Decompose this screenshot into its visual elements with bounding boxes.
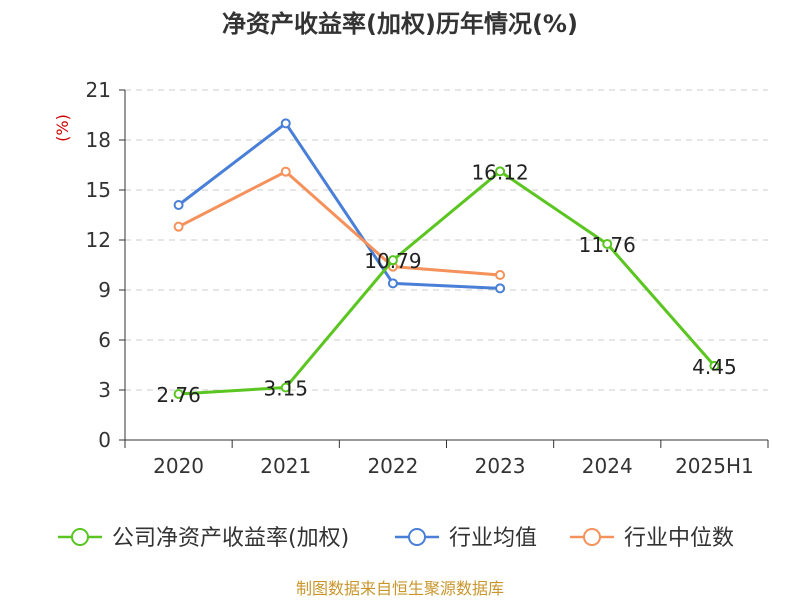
data-label: 2.76 (156, 383, 201, 407)
data-point (173, 221, 184, 232)
y-tick-label: 18 (86, 128, 111, 152)
y-tick-label: 15 (86, 178, 111, 202)
legend-label: 行业中位数 (624, 526, 734, 551)
data-point (602, 239, 613, 249)
data-point (387, 278, 398, 289)
chart-title: 净资产收益率(加权)历年情况(%) (222, 10, 578, 38)
data-point (709, 360, 720, 371)
legend-label: 公司净资产收益率(加权) (112, 526, 349, 551)
data-point (280, 166, 291, 177)
y-tick-label: 3 (98, 378, 111, 402)
y-tick-label: 12 (86, 228, 111, 252)
axes: 0 3 6 9 12 15 18 21 2020 2021 2022 2023 2024 2025H1 (86, 78, 769, 478)
data-point (495, 283, 506, 294)
data-labels: 2.76 3.15 10.79 16.12 11.76 4.45 (156, 160, 736, 407)
data-label: 10.79 (364, 249, 421, 273)
data-label: 11.76 (579, 233, 636, 257)
x-tick-label: 2025H1 (675, 454, 754, 478)
data-point (173, 200, 184, 210)
legend-item-0: 公司净资产收益率(加权) (58, 526, 349, 551)
x-tick-label: 2021 (260, 454, 311, 478)
data-label: 3.15 (263, 377, 308, 401)
grid-lines (125, 89, 768, 391)
legend-swatch-marker (71, 528, 89, 546)
series-1 (173, 118, 506, 294)
data-point (173, 389, 184, 399)
series-line (177, 170, 501, 277)
data-point (495, 166, 506, 177)
x-tick-label: 2024 (582, 454, 633, 478)
y-tick-label: 21 (86, 78, 111, 102)
data-label: 4.45 (692, 355, 737, 379)
legend-swatch-marker (583, 528, 601, 546)
y-tick-label: 9 (98, 278, 111, 302)
legend-item-2: 行业中位数 (570, 526, 734, 551)
legend: 公司净资产收益率(加权) 行业均值 行业中位数 (58, 526, 734, 551)
x-tick-label: 2020 (153, 454, 204, 478)
source-note: 制图数据来自恒生聚源数据库 (296, 579, 504, 598)
legend-item-1: 行业均值 (395, 526, 537, 551)
x-tick-label: 2022 (367, 454, 418, 478)
data-label: 16.12 (471, 160, 528, 184)
data-point (280, 118, 291, 129)
series-line (177, 121, 501, 290)
legend-label: 行业均值 (449, 526, 537, 551)
series-2 (173, 166, 506, 280)
data-point (280, 382, 291, 393)
y-tick-label: 0 (98, 428, 111, 452)
series-layer (173, 118, 720, 399)
data-point (387, 255, 398, 266)
x-tick-label: 2023 (475, 454, 526, 478)
y-tick-label: 6 (98, 328, 111, 352)
legend-swatch-marker (408, 528, 426, 546)
data-point (495, 270, 506, 280)
y-axis-unit: (%) (53, 114, 72, 142)
series-line (178, 169, 716, 396)
series-0 (173, 166, 720, 399)
